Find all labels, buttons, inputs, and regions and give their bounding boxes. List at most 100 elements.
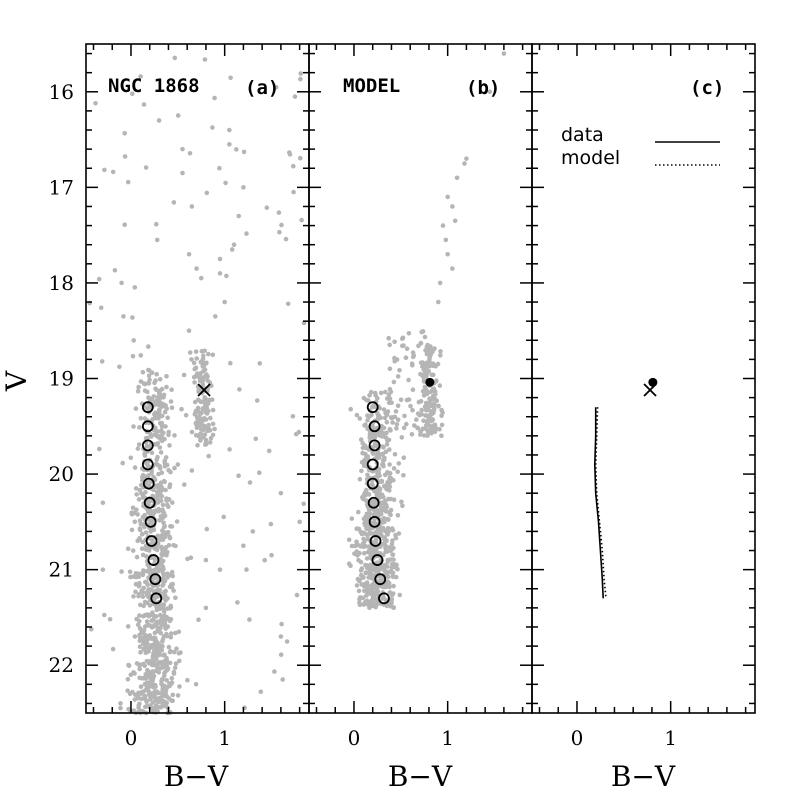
data-point xyxy=(183,412,189,418)
data-point xyxy=(125,624,131,629)
data-point xyxy=(202,400,207,405)
data-point xyxy=(382,415,388,421)
data-point xyxy=(410,407,415,413)
data-point xyxy=(370,435,376,440)
data-point xyxy=(433,427,439,432)
data-point xyxy=(395,417,401,423)
ridge-marker xyxy=(142,477,155,490)
ridge-markers-layer xyxy=(141,377,658,605)
data-point xyxy=(186,251,192,257)
y-tick-label: 17 xyxy=(49,175,74,199)
data-point xyxy=(365,583,370,589)
data-point xyxy=(156,402,162,408)
data-point xyxy=(137,527,143,533)
data-point xyxy=(210,421,216,427)
data-point xyxy=(421,433,427,438)
data-point xyxy=(167,618,173,624)
data-point xyxy=(135,622,141,628)
data-point xyxy=(171,542,176,548)
data-point xyxy=(138,74,143,79)
data-point xyxy=(147,569,152,574)
data-clump-cross-marker xyxy=(643,383,657,397)
data-point xyxy=(250,529,256,534)
data-point xyxy=(349,516,355,521)
legend-model-label: model xyxy=(561,147,620,169)
data-point xyxy=(418,398,424,404)
data-point xyxy=(152,557,158,563)
y-axis-title: V xyxy=(0,370,33,392)
data-point xyxy=(149,517,155,522)
data-point xyxy=(200,406,205,412)
data-point xyxy=(439,407,444,413)
data-point xyxy=(387,484,393,489)
data-point xyxy=(191,374,197,380)
data-point xyxy=(145,636,151,642)
data-point xyxy=(134,616,139,622)
data-point xyxy=(126,706,131,712)
data-point xyxy=(418,432,423,437)
data-point xyxy=(194,356,199,361)
data-point xyxy=(186,328,192,334)
data-point xyxy=(164,406,169,411)
ridge-marker xyxy=(368,439,381,452)
y-tick-label: 21 xyxy=(49,558,74,582)
data-point xyxy=(130,91,135,96)
data-point xyxy=(143,490,148,495)
data-point xyxy=(149,469,154,474)
data-point xyxy=(201,434,206,439)
data-point xyxy=(141,641,146,646)
data-point xyxy=(390,415,396,420)
model-clump-dot-marker xyxy=(648,377,658,387)
data-point xyxy=(193,408,199,414)
x-axis-title-c: B−V xyxy=(611,760,676,793)
data-point xyxy=(162,409,168,415)
data-point xyxy=(299,217,304,223)
data-point xyxy=(203,605,209,611)
data-point xyxy=(241,185,246,190)
data-point xyxy=(173,595,178,601)
data-point xyxy=(361,602,367,607)
data-point xyxy=(395,403,401,409)
data-point xyxy=(166,543,172,548)
axis-ticks-layer: 0 1 0 1 0 1 16 17 18 19 20 21 22 xyxy=(49,44,755,750)
data-point xyxy=(290,414,296,419)
data-point xyxy=(443,237,449,243)
data-point xyxy=(385,409,391,414)
data-point xyxy=(197,423,203,428)
data-point xyxy=(208,435,214,441)
data-point xyxy=(387,509,392,515)
data-point xyxy=(373,537,379,543)
data-point xyxy=(365,418,370,423)
data-point xyxy=(427,428,433,433)
data-point xyxy=(169,387,174,393)
data-point xyxy=(156,395,162,401)
data-point xyxy=(140,572,146,578)
data-point xyxy=(180,146,185,152)
data-point xyxy=(436,403,441,409)
data-point xyxy=(367,547,372,553)
data-point xyxy=(362,588,367,594)
data-point xyxy=(154,372,159,377)
data-point xyxy=(279,621,284,627)
data-point xyxy=(135,388,141,394)
data-point xyxy=(122,131,127,136)
data-point xyxy=(193,681,199,687)
data-point xyxy=(409,361,415,367)
data-point xyxy=(146,622,151,628)
data-point xyxy=(162,613,167,618)
data-point xyxy=(428,344,433,349)
data-point xyxy=(280,677,286,682)
data-point xyxy=(360,450,365,456)
data-point xyxy=(118,701,123,706)
data-point xyxy=(164,384,169,390)
data-point xyxy=(371,498,377,504)
data-point xyxy=(196,397,201,403)
data-point xyxy=(410,387,416,393)
data-point xyxy=(159,544,164,550)
data-point xyxy=(382,507,387,513)
data-point xyxy=(346,537,352,543)
data-point xyxy=(372,567,378,573)
data-point xyxy=(131,708,137,713)
data-point xyxy=(381,483,387,489)
ridge-marker xyxy=(141,420,154,433)
